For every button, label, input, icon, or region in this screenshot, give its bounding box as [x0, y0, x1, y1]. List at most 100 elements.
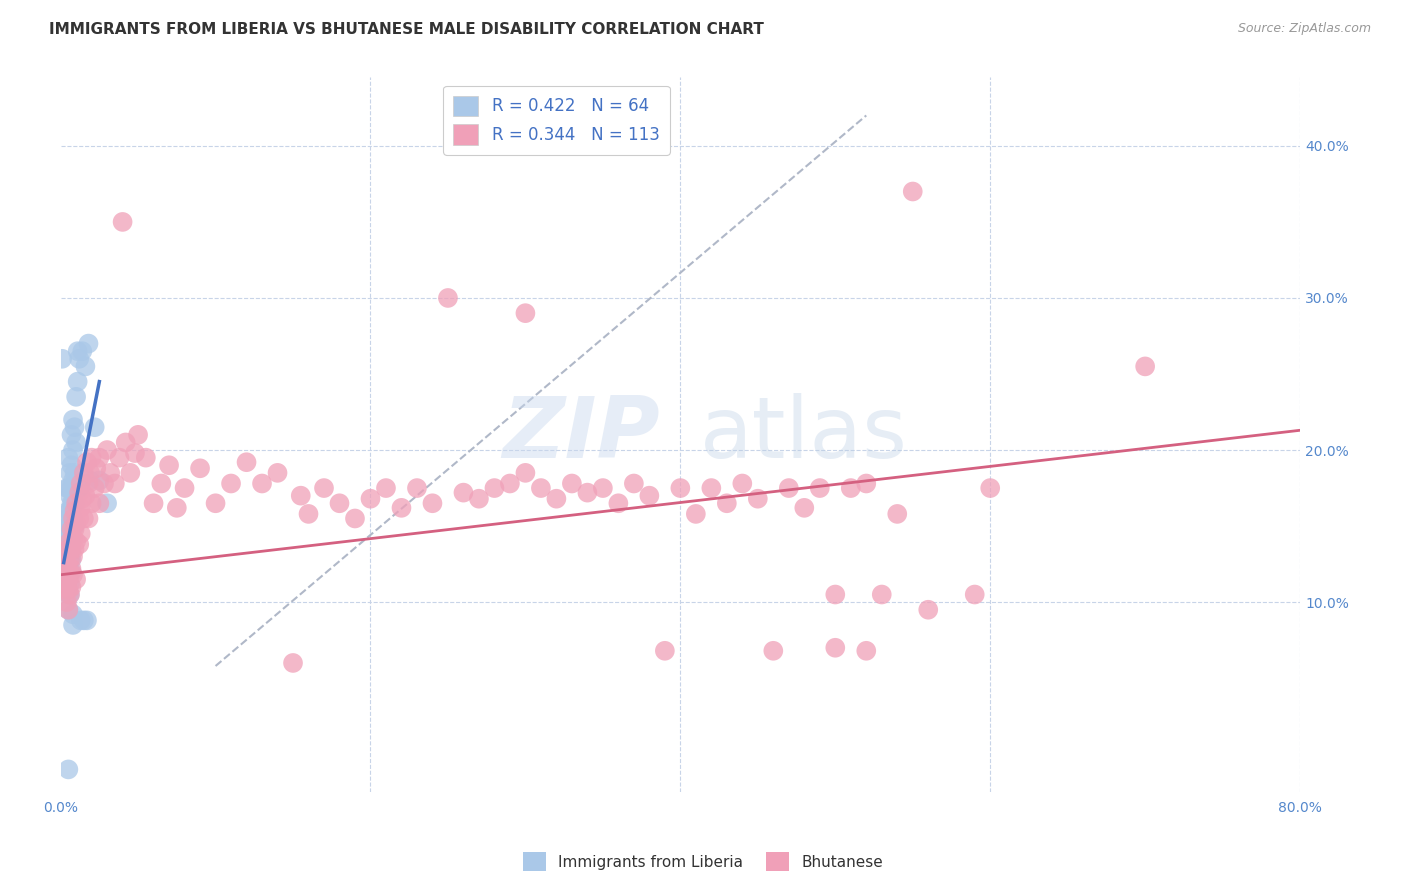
- Point: [546, 491, 568, 506]
- Point: [281, 656, 304, 670]
- Point: [111, 215, 134, 229]
- Point: [343, 511, 366, 525]
- Point: [716, 496, 738, 510]
- Point: [824, 640, 846, 655]
- Point: [120, 466, 142, 480]
- Point: [59, 577, 82, 591]
- Point: [468, 491, 491, 506]
- Point: [58, 603, 80, 617]
- Point: [53, 549, 76, 564]
- Point: [76, 613, 98, 627]
- Point: [72, 344, 94, 359]
- Point: [58, 541, 80, 556]
- Point: [855, 476, 877, 491]
- Point: [638, 489, 661, 503]
- Point: [114, 435, 136, 450]
- Point: [98, 466, 121, 480]
- Point: [62, 618, 84, 632]
- Point: [391, 500, 413, 515]
- Point: [60, 522, 83, 536]
- Point: [52, 565, 75, 579]
- Point: [65, 516, 87, 530]
- Point: [290, 489, 312, 503]
- Point: [89, 496, 111, 510]
- Point: [62, 511, 84, 525]
- Point: [56, 526, 79, 541]
- Point: [53, 549, 76, 564]
- Point: [104, 476, 127, 491]
- Point: [60, 541, 83, 556]
- Point: [157, 458, 180, 473]
- Point: [58, 541, 80, 556]
- Point: [855, 644, 877, 658]
- Text: IMMIGRANTS FROM LIBERIA VS BHUTANESE MALE DISABILITY CORRELATION CHART: IMMIGRANTS FROM LIBERIA VS BHUTANESE MAL…: [49, 22, 763, 37]
- Point: [60, 531, 83, 545]
- Legend: Immigrants from Liberia, Bhutanese: Immigrants from Liberia, Bhutanese: [517, 847, 889, 877]
- Point: [963, 588, 986, 602]
- Point: [60, 541, 83, 556]
- Point: [59, 530, 82, 544]
- Point: [67, 485, 90, 500]
- Point: [59, 588, 82, 602]
- Point: [73, 511, 96, 525]
- Point: [530, 481, 553, 495]
- Point: [67, 351, 90, 366]
- Point: [62, 443, 84, 458]
- Point: [235, 455, 257, 469]
- Point: [77, 336, 100, 351]
- Point: [60, 580, 83, 594]
- Point: [96, 443, 118, 458]
- Point: [870, 588, 893, 602]
- Point: [72, 491, 94, 506]
- Point: [59, 504, 82, 518]
- Legend: R = 0.422   N = 64, R = 0.344   N = 113: R = 0.422 N = 64, R = 0.344 N = 113: [443, 86, 669, 155]
- Point: [62, 549, 84, 564]
- Point: [250, 476, 273, 491]
- Point: [1133, 359, 1156, 374]
- Point: [979, 481, 1001, 495]
- Point: [901, 185, 924, 199]
- Point: [58, 763, 80, 777]
- Point: [219, 476, 242, 491]
- Point: [592, 481, 614, 495]
- Point: [576, 485, 599, 500]
- Point: [747, 491, 769, 506]
- Point: [69, 500, 91, 515]
- Point: [188, 461, 211, 475]
- Point: [60, 565, 83, 579]
- Point: [83, 481, 105, 495]
- Point: [60, 552, 83, 566]
- Point: [685, 507, 707, 521]
- Point: [204, 496, 226, 510]
- Point: [63, 522, 86, 536]
- Point: [312, 481, 335, 495]
- Point: [127, 427, 149, 442]
- Point: [80, 496, 103, 510]
- Point: [58, 519, 80, 533]
- Point: [59, 489, 82, 503]
- Point: [808, 481, 831, 495]
- Point: [59, 511, 82, 525]
- Point: [62, 567, 84, 582]
- Point: [63, 519, 86, 533]
- Point: [60, 458, 83, 473]
- Point: [669, 481, 692, 495]
- Point: [60, 496, 83, 510]
- Point: [79, 474, 101, 488]
- Point: [60, 481, 83, 495]
- Point: [762, 644, 785, 658]
- Point: [67, 511, 90, 525]
- Point: [66, 375, 89, 389]
- Point: [59, 534, 82, 549]
- Point: [328, 496, 350, 510]
- Point: [59, 541, 82, 556]
- Point: [60, 519, 83, 533]
- Point: [59, 552, 82, 566]
- Point: [69, 476, 91, 491]
- Point: [56, 577, 79, 591]
- Point: [84, 461, 107, 475]
- Point: [297, 507, 319, 521]
- Point: [561, 476, 583, 491]
- Point: [824, 588, 846, 602]
- Point: [266, 466, 288, 480]
